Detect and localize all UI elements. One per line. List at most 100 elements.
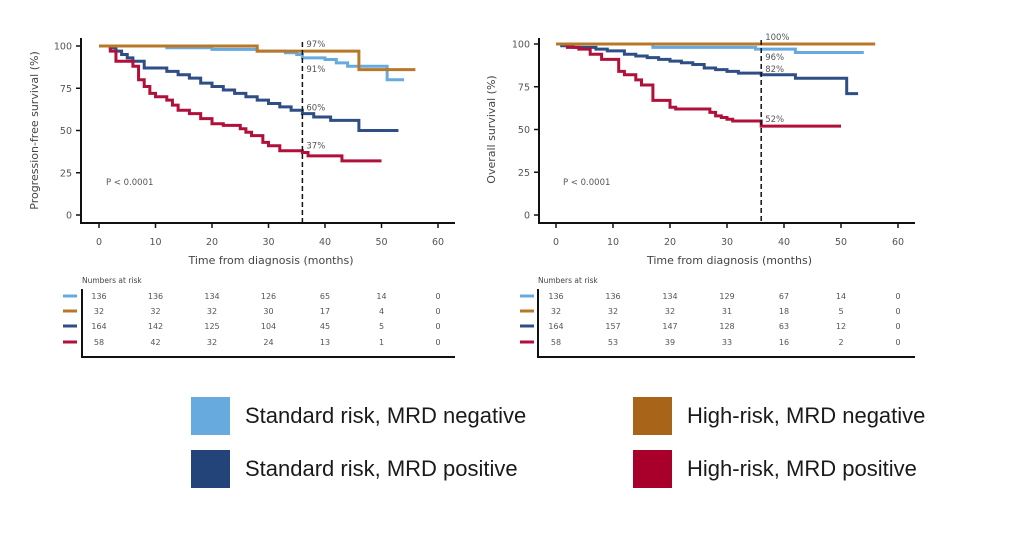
risk-table-cell: 63	[779, 322, 789, 331]
legend-label: High-risk, MRD positive	[687, 456, 917, 481]
risk-table-cell: 104	[261, 322, 276, 331]
y-tick-label: 50	[60, 126, 72, 137]
legend-item-high-risk-mrd-positive: High-risk, MRD positive	[633, 450, 917, 488]
legend-swatch	[191, 450, 230, 488]
legend-swatch	[633, 397, 672, 435]
risk-table-cell: 33	[722, 338, 732, 347]
risk-table-cell: 136	[91, 292, 106, 301]
risk-table-cell: 58	[551, 338, 561, 347]
legend-swatch	[633, 450, 672, 488]
risk-table-cell: 42	[150, 338, 160, 347]
risk-table-cell: 129	[719, 292, 734, 301]
risk-table-cell: 65	[320, 292, 330, 301]
risk-table-cell: 136	[548, 292, 563, 301]
risk-table-cell: 45	[320, 322, 330, 331]
risk-table-cell: 24	[263, 338, 273, 347]
risk-table-title: Numbers at risk	[82, 276, 142, 285]
annotation-high-risk-mrd-positive: 37%	[306, 141, 325, 151]
risk-table-cell: 32	[150, 307, 160, 316]
legend-item-high-risk-mrd-negative: High-risk, MRD negative	[633, 397, 925, 435]
km-curve-standard-risk-mrd-positive	[556, 42, 859, 96]
risk-table-cell: 0	[435, 307, 440, 316]
risk-table-cell: 0	[435, 338, 440, 347]
p-value-label: P < 0.0001	[106, 178, 153, 188]
risk-table-cell: 142	[148, 322, 163, 331]
x-tick-label: 30	[721, 237, 733, 248]
km-curve-high-risk-mrd-positive	[99, 44, 382, 163]
y-tick-label: 0	[66, 211, 72, 222]
risk-table-cell: 157	[605, 322, 620, 331]
annotation-standard-risk-mrd-negative: 91%	[306, 65, 325, 75]
y-tick-label: 25	[60, 168, 72, 179]
risk-table-cell: 0	[435, 322, 440, 331]
risk-table-title: Numbers at risk	[538, 276, 598, 285]
x-tick-label: 10	[607, 237, 619, 248]
risk-table-cell: 53	[608, 338, 618, 347]
y-axis-title: Progression-free survival (%)	[28, 51, 41, 210]
x-tick-label: 40	[778, 237, 790, 248]
x-tick-label: 0	[553, 237, 559, 248]
risk-table-cell: 136	[605, 292, 620, 301]
annotation-high-risk-mrd-positive: 52%	[765, 115, 784, 125]
x-tick-label: 0	[96, 237, 102, 248]
risk-table-cell: 32	[551, 307, 561, 316]
risk-table-cell: 32	[665, 307, 675, 316]
risk-table-cell: 30	[263, 307, 273, 316]
risk-table-cell: 134	[662, 292, 677, 301]
risk-table-cell: 17	[320, 307, 330, 316]
risk-table-cell: 58	[94, 338, 104, 347]
risk-table-cell: 126	[261, 292, 276, 301]
p-value-label: P < 0.0001	[563, 178, 610, 188]
legend-label: Standard risk, MRD negative	[245, 403, 527, 428]
risk-table-cell: 14	[376, 292, 386, 301]
risk-table-cell: 14	[836, 292, 846, 301]
risk-table-cell: 5	[379, 322, 384, 331]
risk-table-cell: 5	[838, 307, 843, 316]
y-tick-label: 75	[518, 82, 530, 93]
x-tick-label: 50	[835, 237, 847, 248]
annotation-high-risk-mrd-negative: 100%	[765, 33, 789, 43]
km-curve-standard-risk-mrd-negative	[99, 44, 405, 82]
risk-table-cell: 134	[204, 292, 219, 301]
risk-table-cell: 4	[379, 307, 384, 316]
risk-table-cell: 2	[838, 338, 843, 347]
legend-label: High-risk, MRD negative	[687, 403, 926, 428]
risk-table-cell: 164	[548, 322, 563, 331]
annotation-standard-risk-mrd-positive: 60%	[306, 104, 325, 114]
risk-table-cell: 164	[91, 322, 106, 331]
x-tick-label: 20	[664, 237, 676, 248]
risk-table-cell: 32	[207, 338, 217, 347]
y-axis-title: Overall survival (%)	[485, 75, 498, 183]
risk-table-cell: 16	[779, 338, 789, 347]
x-tick-label: 60	[432, 237, 444, 248]
risk-table-cell: 1	[379, 338, 384, 347]
risk-table-cell: 147	[662, 322, 677, 331]
annotation-high-risk-mrd-negative: 97%	[306, 40, 325, 50]
risk-table-cell: 13	[320, 338, 330, 347]
km-curve-standard-risk-mrd-positive	[99, 44, 399, 132]
legend-swatch	[191, 397, 230, 435]
legend-label: Standard risk, MRD positive	[245, 456, 518, 481]
annotation-standard-risk-mrd-positive: 82%	[765, 65, 784, 75]
risk-table-cell: 32	[94, 307, 104, 316]
risk-table-cell: 125	[204, 322, 219, 331]
risk-table-cell: 18	[779, 307, 789, 316]
risk-table-cell: 31	[722, 307, 732, 316]
x-tick-label: 60	[892, 237, 904, 248]
risk-table-cell: 32	[207, 307, 217, 316]
x-axis-title: Time from diagnosis (months)	[187, 254, 353, 267]
risk-table-cell: 0	[895, 292, 900, 301]
y-tick-label: 100	[512, 40, 530, 51]
risk-table-cell: 136	[148, 292, 163, 301]
y-tick-label: 0	[524, 211, 530, 222]
km-curve-high-risk-mrd-negative	[99, 44, 416, 72]
x-tick-label: 40	[319, 237, 331, 248]
legend-item-standard-mrd-positive: Standard risk, MRD positive	[191, 450, 518, 488]
x-tick-label: 50	[375, 237, 387, 248]
y-tick-label: 50	[518, 125, 530, 136]
risk-table-cell: 39	[665, 338, 675, 347]
risk-table-cell: 0	[895, 307, 900, 316]
